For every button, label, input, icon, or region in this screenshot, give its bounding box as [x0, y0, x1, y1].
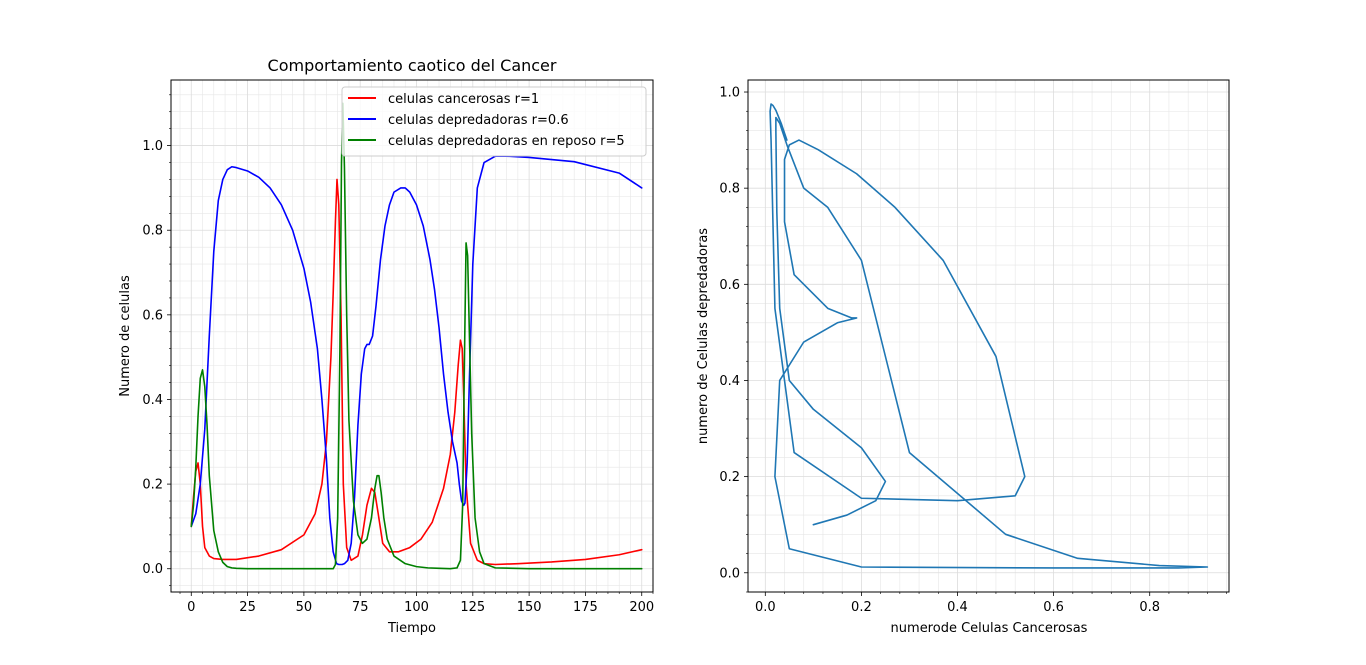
y-tick-label: 0.0	[719, 566, 740, 581]
legend-label-resting-predator: celulas depredadoras en reposo r=5	[388, 134, 625, 149]
y-tick-label: 0.8	[719, 182, 740, 197]
x-tick-label: 0	[187, 600, 195, 615]
series-group-left	[190, 102, 643, 570]
y-tick-label: 0.4	[142, 393, 163, 408]
x-tick-label: 200	[629, 600, 654, 615]
x-tick-label: 150	[517, 600, 542, 615]
x-tick-label: 75	[352, 600, 369, 615]
x-tick-label: 50	[296, 600, 313, 615]
x-tick-label: 175	[573, 600, 598, 615]
x-tick-label: 125	[460, 600, 485, 615]
plot-frame-left	[170, 79, 654, 593]
plot-frame-right	[747, 79, 1230, 593]
y-tick-label: 1.0	[142, 139, 163, 154]
y-tick-label: 0.2	[719, 470, 740, 485]
chart-time-series: 0 25 50 75 100 125 150 175 200 0.0 0.2 0.4 0.6 0.8 1.0…	[118, 56, 654, 636]
ticks-left: 0 25 50 75 100 125 150 175 200 0.0 0.2 0.4 0.6 0.8 1.0	[142, 94, 654, 615]
x-tick-label: 0.6	[1043, 600, 1064, 615]
chart-title: Comportamiento caotico del Cancer	[268, 56, 557, 75]
y-axis-label-right: numero de Celulas depredadoras	[696, 228, 711, 444]
y-tick-label: 0.6	[142, 308, 163, 323]
y-axis-label-left: Numero de celulas	[118, 275, 133, 397]
y-tick-label: 0.4	[719, 374, 740, 389]
y-tick-label: 0.6	[719, 278, 740, 293]
x-tick-label: 25	[239, 600, 256, 615]
x-axis-label-left: Tiempo	[387, 621, 436, 636]
legend-label-cancer: celulas cancerosas r=1	[388, 92, 539, 107]
x-axis-label-right: numerode Celulas Cancerosas	[891, 621, 1088, 636]
x-tick-label: 100	[404, 600, 429, 615]
y-tick-label: 0.2	[142, 478, 163, 493]
chart-phase-portrait: 0.0 0.2 0.4 0.6 0.8 0.0 0.2 0.4 0.6 0.8 1.0 numero…	[696, 79, 1230, 636]
legend-label-predator: celulas depredadoras r=0.6	[388, 113, 569, 128]
series-group-right	[769, 103, 1209, 569]
y-tick-label: 1.0	[719, 86, 740, 101]
y-tick-label: 0.8	[142, 224, 163, 239]
x-tick-label: 0.2	[851, 600, 872, 615]
series-line-0-2	[190, 102, 643, 570]
series-line-1-0	[769, 103, 1209, 569]
x-tick-label: 0.0	[755, 600, 776, 615]
x-tick-label: 0.4	[947, 600, 968, 615]
ticks-right: 0.0 0.2 0.4 0.6 0.8 0.0 0.2 0.4 0.6 0.8 1.0	[719, 86, 1227, 615]
series-line-0-1	[190, 155, 643, 566]
x-tick-label: 0.8	[1139, 600, 1160, 615]
legend: celulas cancerosas r=1 celulas depredado…	[341, 86, 647, 157]
y-tick-label: 0.0	[142, 562, 163, 577]
legend-box	[341, 86, 647, 157]
